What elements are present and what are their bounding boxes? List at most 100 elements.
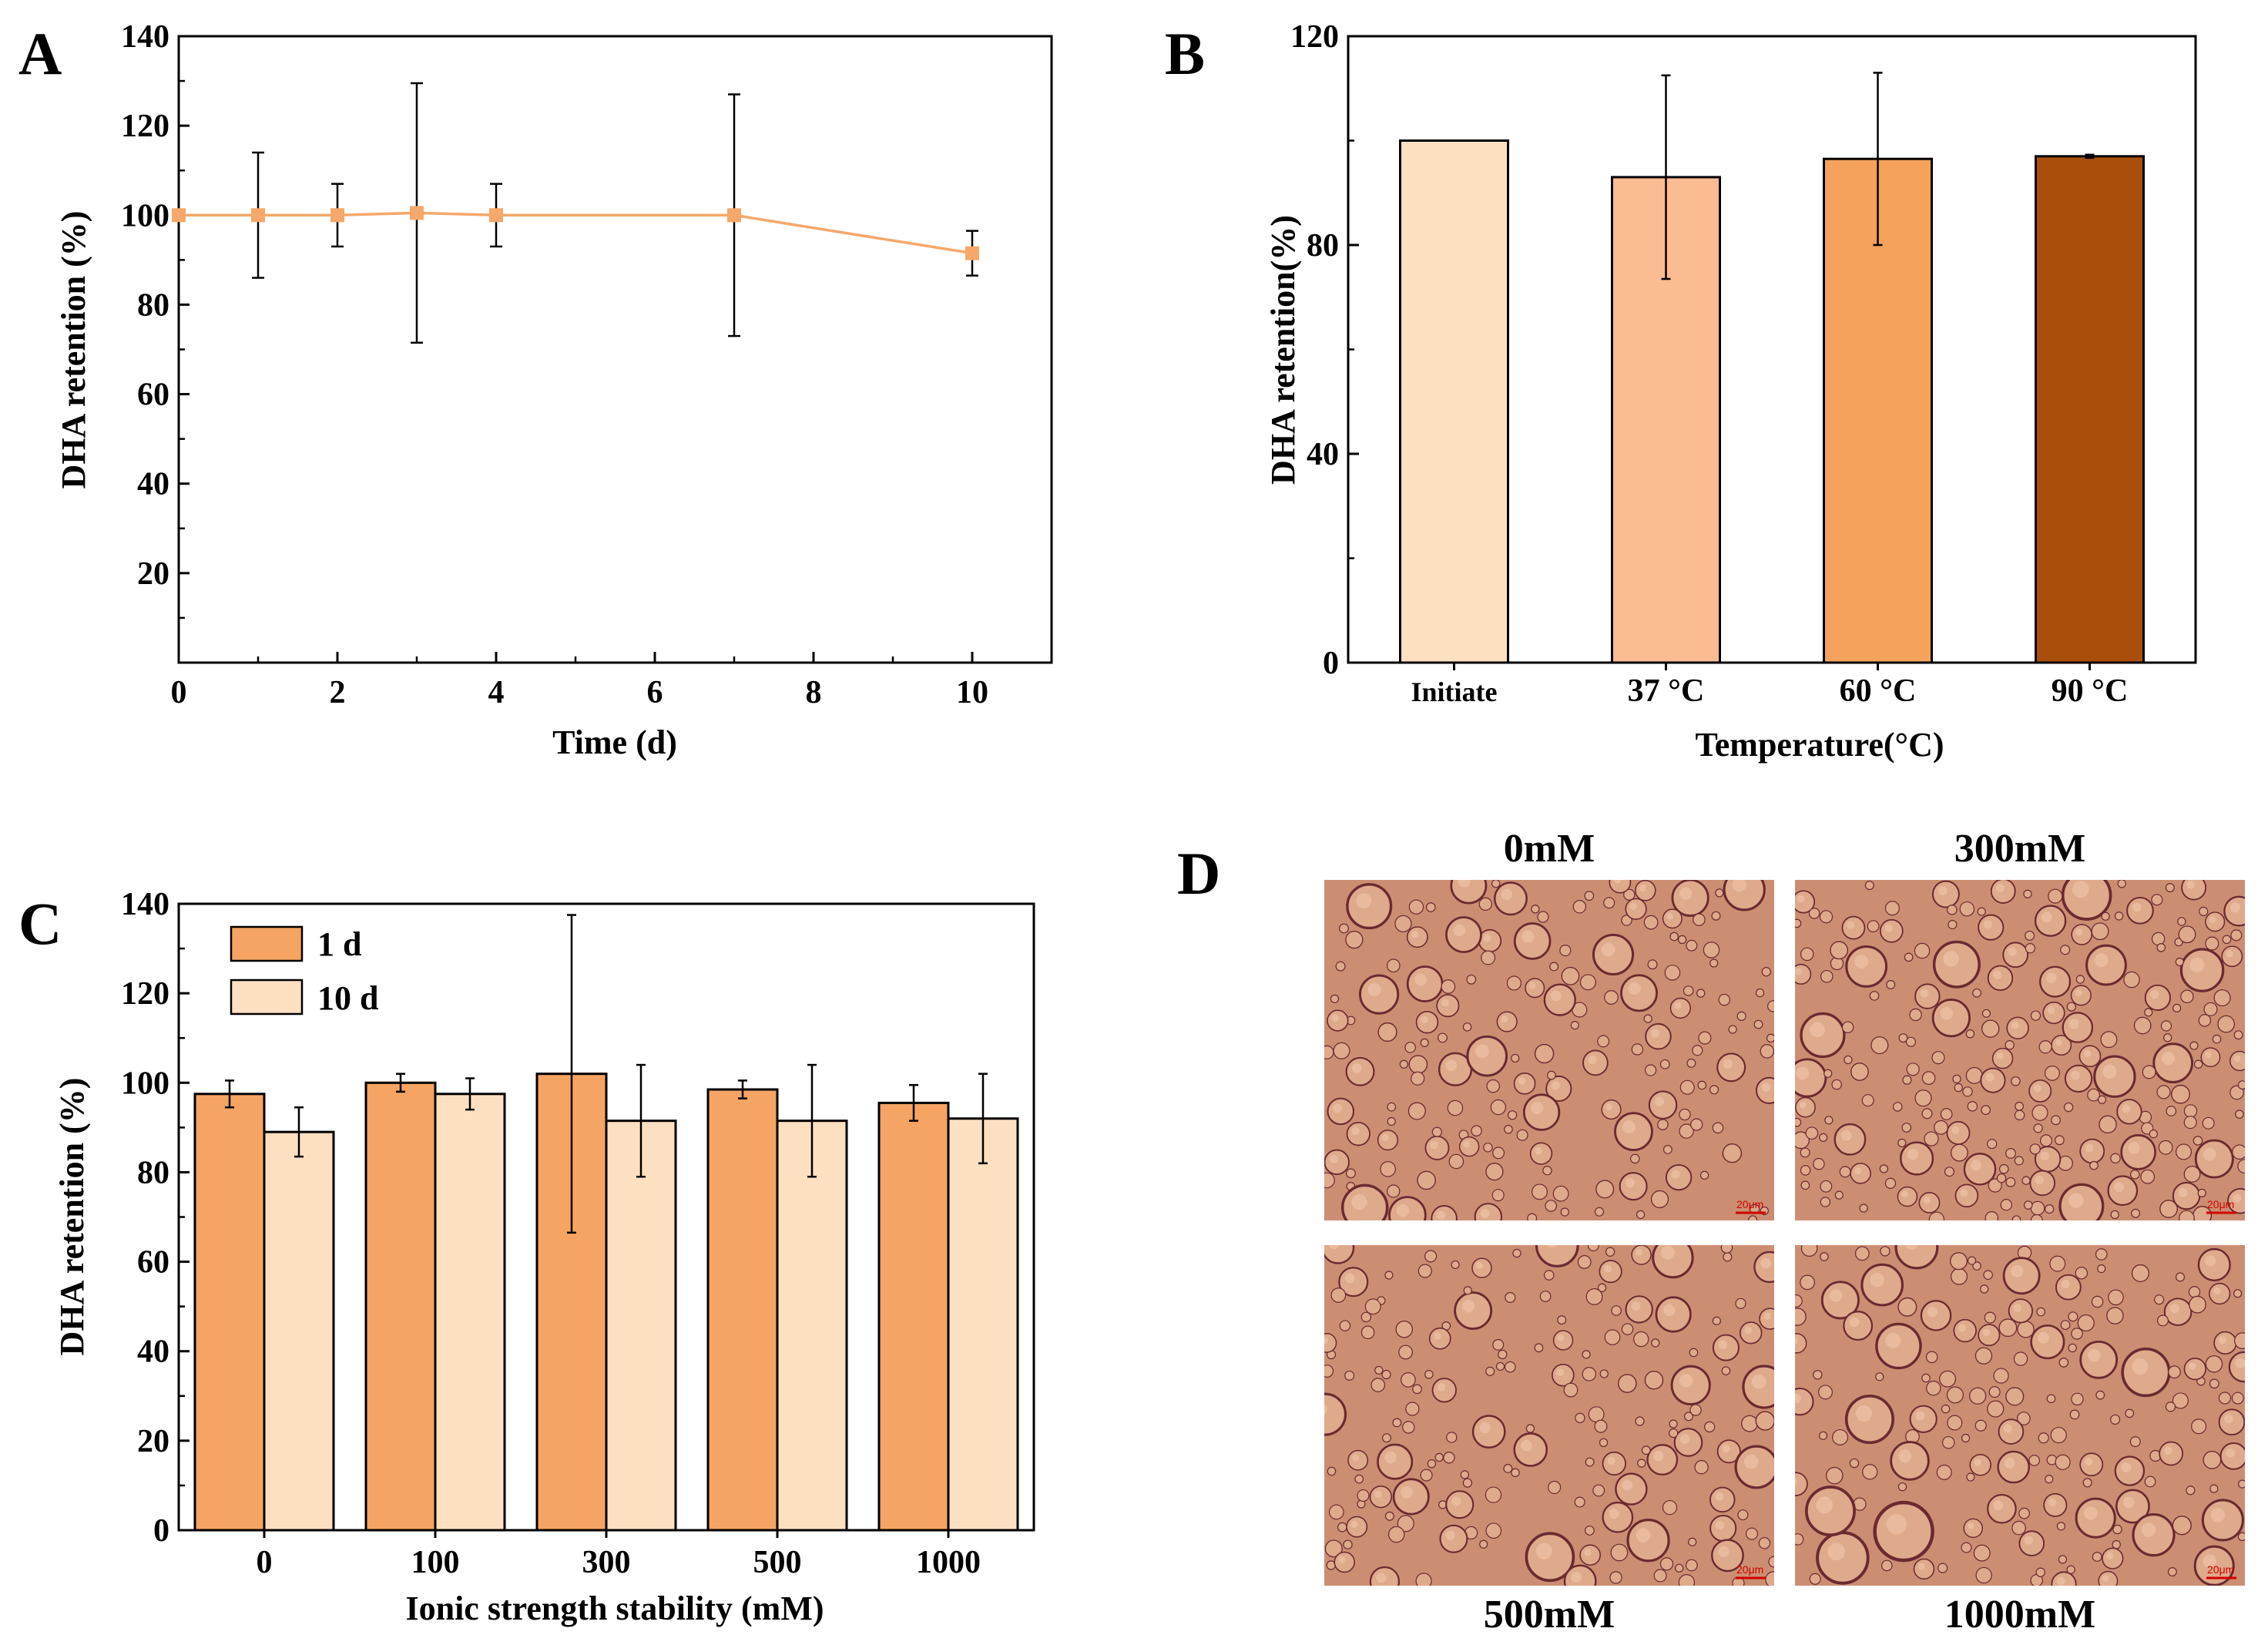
droplet — [1953, 1318, 1977, 1343]
droplet — [1975, 1566, 1992, 1584]
droplet-highlight — [1338, 1556, 1346, 1563]
droplet-highlight — [1943, 951, 1959, 967]
chart-a-ytick-label: 60 — [137, 378, 169, 413]
droplet — [2159, 1441, 2184, 1466]
droplet — [1415, 1010, 1439, 1034]
droplet — [1609, 880, 1632, 894]
droplet — [2091, 922, 2109, 941]
droplet — [2014, 1156, 2024, 1166]
droplet — [1324, 1333, 1337, 1353]
droplet — [1471, 1125, 1482, 1136]
droplet-highlight — [2048, 1498, 2057, 1506]
droplet — [2144, 1008, 2153, 1017]
chart-c-ytick-label: 140 — [121, 887, 169, 922]
droplet — [2205, 1355, 2223, 1373]
droplet-highlight — [1915, 1411, 1925, 1421]
chart-b-bars — [1399, 72, 2145, 664]
micrograph-label-1000mm: 1000mM — [1944, 1593, 2095, 1637]
micrograph-label-300mm: 300mM — [1954, 827, 2085, 871]
droplet — [1854, 1246, 1870, 1261]
droplet-highlight — [1441, 999, 1449, 1007]
droplet — [1597, 1035, 1610, 1048]
droplet — [1529, 1142, 1553, 1165]
droplet — [1690, 1118, 1703, 1131]
droplet — [1904, 952, 1914, 962]
droplet — [2095, 1248, 2108, 1261]
droplet — [1377, 1443, 1414, 1480]
droplet — [1931, 880, 1960, 908]
droplet-highlight — [2203, 1554, 2216, 1568]
legend-swatch-1d — [230, 925, 304, 962]
droplet — [1513, 1072, 1536, 1095]
droplet — [2154, 1294, 2165, 1305]
droplet-highlight — [1381, 1133, 1389, 1141]
droplet — [1446, 1432, 1458, 1443]
chart-a-series — [172, 82, 979, 344]
droplet-highlight — [2041, 911, 2052, 923]
droplet — [1395, 1321, 1413, 1338]
droplet — [2013, 1351, 2028, 1366]
droplet — [1534, 1343, 1544, 1353]
droplet — [2046, 1394, 2056, 1404]
droplet — [2189, 1041, 2199, 1050]
droplet — [2051, 1115, 2061, 1126]
droplet — [1633, 1331, 1649, 1348]
droplet-highlight — [1458, 880, 1471, 888]
droplet — [1962, 1086, 1973, 1097]
droplet — [1504, 1361, 1516, 1373]
droplet-highlight — [1799, 1101, 1807, 1109]
droplet — [1397, 1515, 1414, 1533]
droplet — [1742, 1365, 1774, 1409]
droplet-highlight — [1535, 1543, 1552, 1559]
droplet — [1800, 1180, 1810, 1190]
droplet-highlight — [1453, 924, 1466, 937]
droplet — [1462, 1478, 1473, 1488]
droplet — [2205, 936, 2219, 951]
droplet-highlight — [2210, 1508, 2225, 1522]
droplet — [1897, 1138, 1907, 1148]
droplet — [1950, 1252, 1968, 1271]
droplet-highlight — [1917, 1563, 1925, 1570]
droplet-highlight — [1430, 1140, 1438, 1150]
droplet — [1675, 1563, 1684, 1573]
droplet — [1980, 1067, 2006, 1093]
droplet-highlight — [1639, 884, 1647, 892]
droplet — [1505, 1291, 1516, 1304]
droplet — [1645, 1022, 1672, 1050]
droplet-highlight — [1996, 1052, 2004, 1059]
droplet — [2217, 1015, 2236, 1033]
droplet — [2115, 1489, 2150, 1524]
droplet — [1604, 1329, 1621, 1345]
droplet-highlight — [2122, 1104, 2131, 1113]
droplet — [1946, 1386, 1964, 1404]
droplet-highlight — [2011, 1264, 2024, 1277]
droplet — [2030, 1010, 2042, 1021]
droplet — [1324, 1245, 1355, 1264]
droplet-highlight — [1401, 1486, 1413, 1499]
droplet-highlight — [1898, 1449, 1912, 1463]
droplet — [1614, 1112, 1653, 1152]
droplet-highlight — [1797, 895, 1805, 903]
droplet — [1552, 1185, 1569, 1202]
droplet-highlight — [2024, 1536, 2033, 1545]
droplet — [2133, 1016, 2152, 1035]
droplet — [1715, 888, 1724, 898]
droplet — [2117, 880, 2126, 888]
droplet — [1844, 1055, 1853, 1065]
droplet — [1493, 881, 1528, 916]
droplet — [1679, 1108, 1691, 1121]
droplet — [1884, 1177, 1897, 1190]
droplet — [2123, 971, 2140, 989]
droplet — [2114, 1455, 2146, 1486]
droplet — [1998, 1418, 2025, 1445]
droplet — [1428, 1327, 1451, 1350]
droplet-highlight — [1528, 982, 1536, 989]
droplet-highlight — [2008, 947, 2017, 956]
droplet — [2063, 1102, 2074, 1113]
droplet — [2110, 1153, 2121, 1164]
droplet — [2054, 1135, 2065, 1146]
droplet — [2126, 897, 2154, 925]
panel-letter-c: C — [18, 890, 62, 957]
droplet — [1522, 1093, 1561, 1131]
droplet — [2212, 1034, 2222, 1044]
